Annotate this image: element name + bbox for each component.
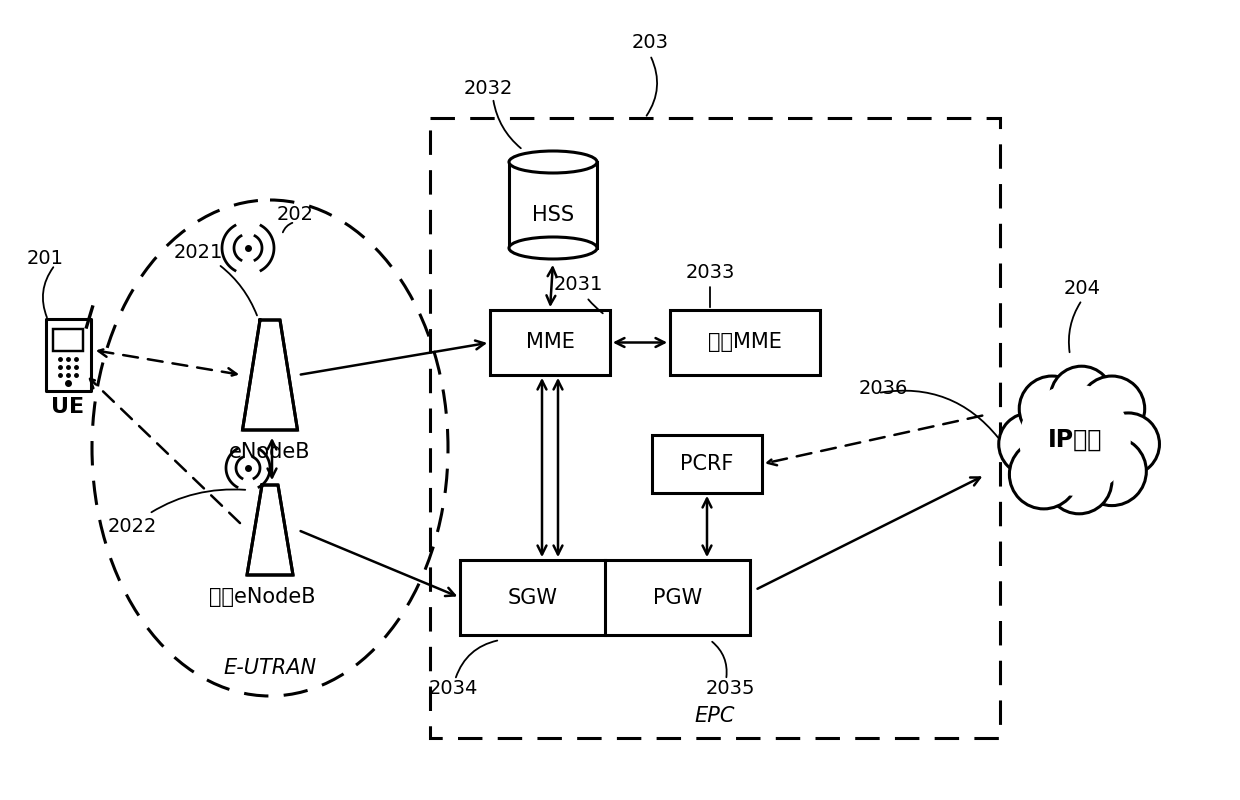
Text: 2035: 2035: [706, 678, 755, 698]
Text: 203: 203: [631, 33, 668, 51]
Circle shape: [1079, 376, 1145, 442]
Bar: [670, 310, 820, 375]
Circle shape: [1047, 448, 1112, 514]
Text: 204: 204: [1064, 278, 1101, 298]
Bar: [53, 329, 83, 351]
Bar: [490, 310, 610, 375]
Text: 2036: 2036: [858, 378, 908, 398]
Text: 2033: 2033: [686, 262, 734, 307]
Circle shape: [1050, 366, 1112, 429]
Circle shape: [1078, 437, 1146, 506]
Text: 其它eNodeB: 其它eNodeB: [208, 587, 315, 607]
Text: 其它MME: 其它MME: [708, 333, 782, 353]
Bar: [652, 435, 763, 493]
Text: PCRF: PCRF: [681, 454, 734, 474]
Text: 201: 201: [26, 249, 63, 267]
Text: 2021: 2021: [174, 242, 257, 315]
Text: PGW: PGW: [653, 587, 702, 607]
Text: UE: UE: [51, 397, 84, 417]
Circle shape: [1019, 376, 1085, 442]
Polygon shape: [243, 320, 298, 430]
Bar: [430, 118, 999, 738]
Text: 2034: 2034: [428, 678, 477, 698]
Circle shape: [1009, 440, 1079, 509]
Circle shape: [998, 413, 1061, 475]
Text: E-UTRAN: E-UTRAN: [223, 658, 316, 678]
Text: eNodeB: eNodeB: [229, 442, 311, 462]
Text: 2022: 2022: [108, 490, 246, 535]
Text: HSS: HSS: [532, 205, 574, 225]
Ellipse shape: [508, 237, 596, 259]
Ellipse shape: [508, 151, 596, 173]
Text: IP业务: IP业务: [1048, 428, 1102, 452]
Bar: [460, 560, 750, 635]
Text: 202: 202: [277, 206, 314, 225]
Bar: [46, 319, 91, 391]
Bar: [508, 162, 596, 248]
Text: 2032: 2032: [464, 78, 512, 98]
Text: SGW: SGW: [507, 587, 558, 607]
Circle shape: [1097, 413, 1159, 475]
Circle shape: [1019, 384, 1131, 496]
Text: MME: MME: [526, 333, 574, 353]
Text: EPC: EPC: [694, 706, 735, 726]
Text: 2031: 2031: [553, 275, 603, 314]
Polygon shape: [247, 485, 293, 575]
